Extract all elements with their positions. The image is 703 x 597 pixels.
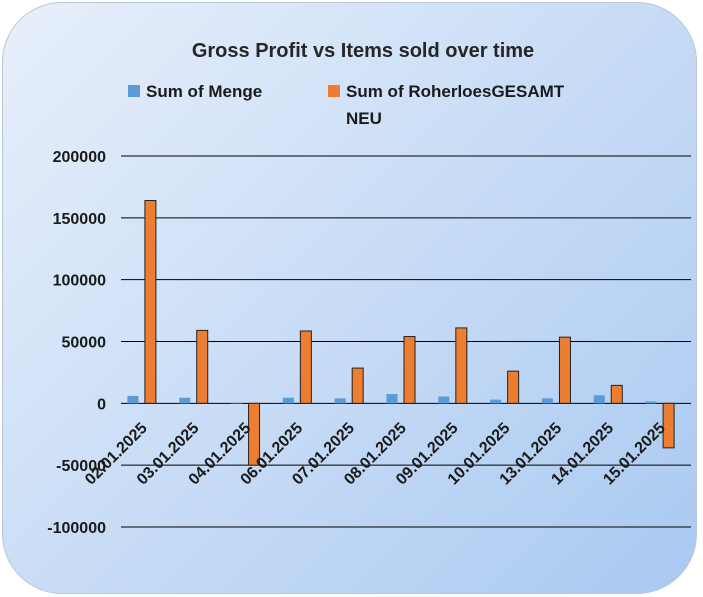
chart-svg: Gross Profit vs Items sold over time Sum… bbox=[47, 40, 691, 537]
bar-menge bbox=[438, 396, 450, 404]
y-tick-label: 200000 bbox=[53, 149, 106, 166]
bar-roherloes bbox=[662, 402, 675, 449]
legend-swatch-menge bbox=[128, 85, 140, 97]
bar-menge bbox=[334, 398, 346, 404]
legend-label-menge: Sum of Menge bbox=[146, 82, 262, 101]
bar-roherloes bbox=[507, 370, 520, 404]
legend-label-roherloes: Sum of RoherloesGESAMT bbox=[346, 82, 565, 101]
bar-menge bbox=[127, 395, 139, 404]
y-tick-label: 0 bbox=[97, 396, 106, 413]
x-axis-labels: 02.01.202503.01.202504.01.202506.01.2025… bbox=[82, 420, 669, 489]
y-tick-label: 150000 bbox=[53, 211, 106, 228]
bar-roherloes bbox=[455, 327, 468, 404]
bar-menge bbox=[541, 398, 553, 404]
bar-roherloes bbox=[558, 336, 571, 404]
bar-menge bbox=[282, 397, 294, 404]
bar-roherloes bbox=[610, 384, 623, 404]
legend-swatch-roherloes bbox=[328, 85, 340, 97]
bar-roherloes bbox=[248, 402, 261, 466]
bar-menge bbox=[386, 394, 398, 404]
y-tick-label: -50000 bbox=[56, 458, 106, 475]
chart-title: Gross Profit vs Items sold over time bbox=[192, 40, 534, 62]
legend-label-roherloes-line2: NEU bbox=[346, 109, 382, 128]
bars bbox=[127, 200, 675, 466]
bar-roherloes bbox=[299, 330, 312, 404]
bar-menge bbox=[645, 401, 657, 404]
bar-roherloes bbox=[144, 200, 157, 404]
y-tick-label: -100000 bbox=[47, 520, 106, 537]
y-tick-label: 50000 bbox=[62, 335, 107, 352]
bar-menge bbox=[179, 397, 191, 404]
bar-roherloes bbox=[351, 367, 364, 404]
y-axis-ticks: 200000 150000 100000 50000 0 -50000 -100000 bbox=[47, 149, 106, 537]
bar-menge bbox=[593, 395, 605, 404]
legend: Sum of Menge Sum of RoherloesGESAMT NEU bbox=[128, 82, 565, 128]
bar-menge bbox=[490, 399, 502, 404]
bar-menge bbox=[231, 403, 243, 404]
y-tick-label: 100000 bbox=[53, 273, 106, 290]
bar-roherloes bbox=[196, 329, 209, 404]
bar-roherloes bbox=[403, 336, 416, 404]
